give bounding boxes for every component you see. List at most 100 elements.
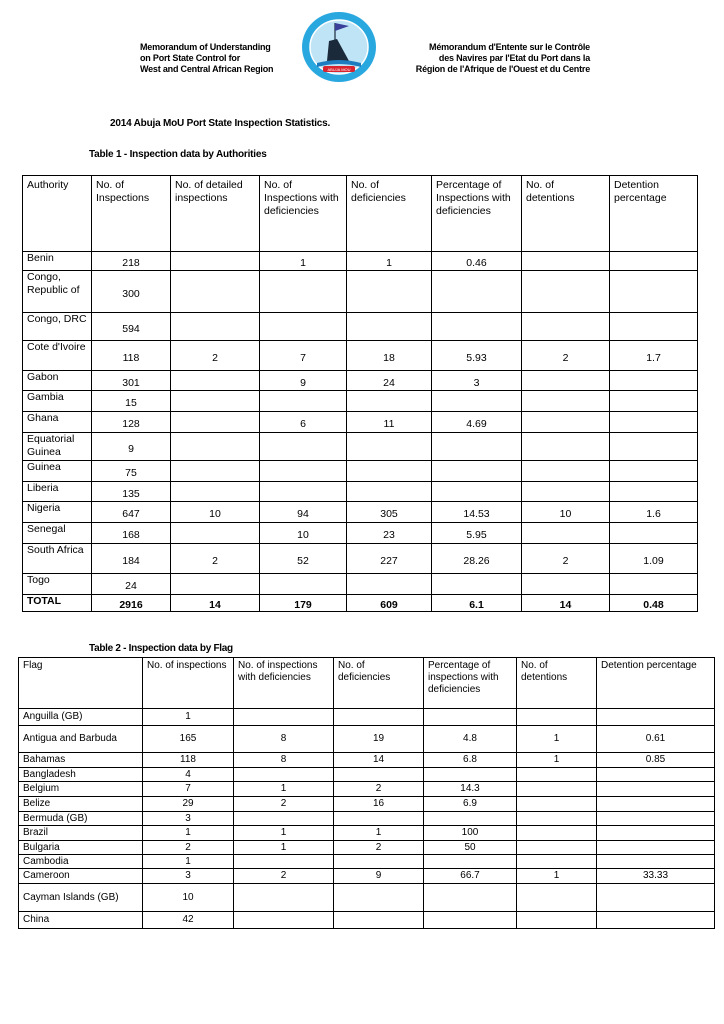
value-cell: 2 [521, 340, 610, 371]
value-cell [609, 522, 698, 544]
value-cell [431, 460, 522, 482]
value-cell [170, 460, 260, 482]
column-header: No. of inspections with deficiencies [233, 657, 334, 709]
table-row: China 42 [18, 911, 715, 929]
column-header: No. of deficiencies [346, 175, 432, 252]
value-cell: 24 [91, 573, 171, 595]
table-row: Guinea 75 [22, 460, 698, 482]
value-cell [609, 312, 698, 341]
total-cell: 2916 [91, 594, 171, 612]
value-cell: 8 [233, 752, 334, 768]
value-cell: 2 [333, 840, 424, 855]
header-line: West and Central African Region [140, 64, 274, 74]
flag-cell: Cambodia [18, 854, 143, 869]
value-cell: 300 [91, 270, 171, 313]
value-cell: 15 [91, 390, 171, 412]
table-row: Bulgaria 2 1 2 50 [18, 840, 715, 855]
value-cell: 128 [91, 411, 171, 433]
value-cell [170, 522, 260, 544]
table-row: Equatorial Guinea 9 [22, 432, 698, 461]
authority-cell: Nigeria [22, 501, 92, 523]
value-cell [521, 390, 610, 412]
table2-caption: Table 2 - Inspection data by Flag [89, 643, 233, 654]
value-cell: 14.3 [423, 781, 517, 797]
value-cell: 14.53 [431, 501, 522, 523]
value-cell [596, 840, 715, 855]
value-cell: 2 [170, 543, 260, 574]
column-header: No. of detentions [521, 175, 610, 252]
flag-cell: Belgium [18, 781, 143, 797]
column-header: Percentage of inspections with deficienc… [423, 657, 517, 709]
table-row: Cambodia 1 [18, 854, 715, 869]
value-cell: 168 [91, 522, 171, 544]
value-cell: 4 [142, 767, 234, 782]
column-header: No. of deficiencies [333, 657, 424, 709]
flag-cell: China [18, 911, 143, 929]
value-cell [596, 708, 715, 726]
authority-cell: Congo, DRC [22, 312, 92, 341]
value-cell: 1 [233, 825, 334, 841]
column-header: No. of detentions [516, 657, 597, 709]
value-cell [333, 911, 424, 929]
value-cell: 1 [142, 825, 234, 841]
value-cell: 6.8 [423, 752, 517, 768]
value-cell [170, 312, 260, 341]
value-cell [596, 796, 715, 812]
table-row: Gabon 301 9 24 3 [22, 370, 698, 391]
value-cell [609, 411, 698, 433]
value-cell [609, 390, 698, 412]
value-cell [516, 911, 597, 929]
value-cell [423, 854, 517, 869]
table-row: Togo 24 [22, 573, 698, 595]
value-cell [609, 481, 698, 502]
value-cell [521, 312, 610, 341]
value-cell [259, 432, 347, 461]
authority-cell: Congo, Republic of [22, 270, 92, 313]
value-cell: 29 [142, 796, 234, 812]
table-row: Benin 218 1 1 0.46 [22, 251, 698, 271]
value-cell [516, 883, 597, 912]
value-cell: 10 [170, 501, 260, 523]
flag-cell: Brazil [18, 825, 143, 841]
total-cell: 14 [521, 594, 610, 612]
flag-cell: Bahamas [18, 752, 143, 768]
table-row: Bermuda (GB) 3 [18, 811, 715, 826]
value-cell: 75 [91, 460, 171, 482]
value-cell: 94 [259, 501, 347, 523]
value-cell [609, 432, 698, 461]
header-line: Région de l'Afrique de l'Ouest et du Cen… [415, 64, 590, 74]
table-row: Belize 29 2 16 6.9 [18, 796, 715, 812]
value-cell: 4.69 [431, 411, 522, 433]
value-cell [170, 411, 260, 433]
header-line: des Navires par l'Etat du Port dans la [438, 53, 590, 63]
value-cell [170, 390, 260, 412]
value-cell: 66.7 [423, 868, 517, 884]
authority-cell: Senegal [22, 522, 92, 544]
value-cell: 0.46 [431, 251, 522, 271]
value-cell [431, 573, 522, 595]
total-label: TOTAL [22, 594, 92, 612]
authority-cell: South Africa [22, 543, 92, 574]
value-cell: 11 [346, 411, 432, 433]
value-cell [521, 370, 610, 391]
value-cell [521, 251, 610, 271]
value-cell [516, 840, 597, 855]
flag-cell: Cayman Islands (GB) [18, 883, 143, 912]
value-cell [259, 573, 347, 595]
value-cell [346, 460, 432, 482]
header-french: Mémorandum d'Entente sur le Contrôle des… [416, 42, 590, 75]
flag-cell: Anguilla (GB) [18, 708, 143, 726]
header-row: Authority No. of Inspections No. of detail… [22, 175, 698, 252]
value-cell [596, 767, 715, 782]
value-cell [170, 270, 260, 313]
value-cell [609, 460, 698, 482]
value-cell [170, 370, 260, 391]
value-cell: 3 [142, 868, 234, 884]
value-cell: 14 [333, 752, 424, 768]
value-cell: 8 [233, 725, 334, 753]
column-header: Detention percentage [596, 657, 715, 709]
authority-cell: Togo [22, 573, 92, 595]
value-cell: 647 [91, 501, 171, 523]
value-cell [431, 432, 522, 461]
value-cell: 23 [346, 522, 432, 544]
